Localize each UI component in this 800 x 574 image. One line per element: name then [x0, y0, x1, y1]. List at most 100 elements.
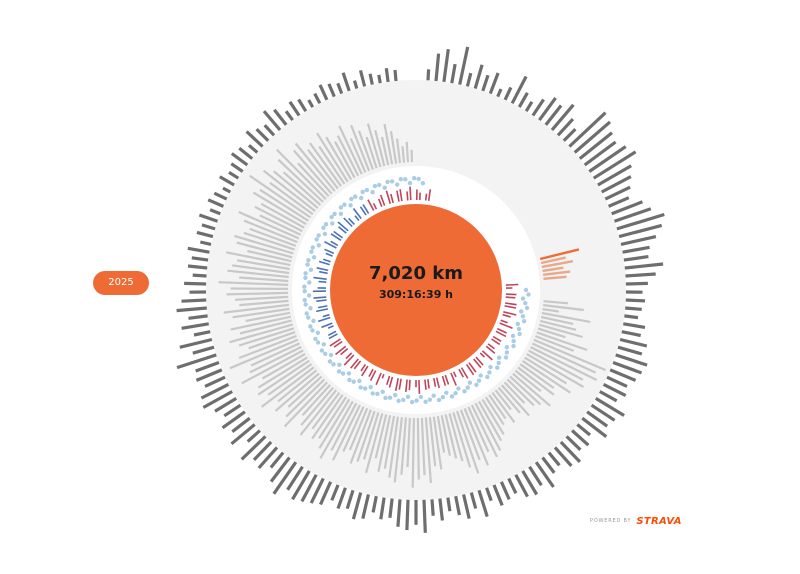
inner-bar [365, 413, 384, 474]
speed-dot [495, 365, 500, 370]
speed-dot [337, 362, 342, 367]
outer-bar [458, 46, 470, 85]
inner-bar [238, 210, 300, 240]
speed-dot [521, 319, 527, 324]
heart-rate-bar [313, 276, 327, 280]
outer-bar [358, 70, 367, 87]
outer-bar [247, 144, 259, 154]
year-selector-button[interactable]: 2025 [93, 271, 149, 295]
outer-bar [618, 223, 663, 239]
speed-dot [353, 194, 358, 199]
outer-bar [565, 435, 582, 451]
outer-bar [446, 497, 452, 512]
inner-bar [334, 141, 356, 179]
heart-rate-bar [352, 208, 362, 220]
outer-bar [521, 470, 539, 496]
inner-bar [274, 372, 320, 412]
speed-dot [504, 350, 510, 355]
heart-rate-bar [319, 270, 328, 275]
heart-rate-bar [317, 305, 328, 309]
outer-bar [291, 470, 311, 501]
inner-bar [432, 416, 443, 470]
outer-bar [384, 67, 390, 83]
speed-dot [497, 355, 502, 360]
inner-bar [377, 415, 392, 472]
heart-rate-bar [381, 373, 385, 379]
inner-bar [388, 416, 399, 478]
heart-rate-bar [479, 352, 486, 358]
outer-bar [623, 322, 646, 329]
heart-rate-bar [350, 358, 359, 369]
inner-bar [257, 356, 308, 389]
outer-bar [510, 75, 528, 105]
speed-dot [346, 371, 352, 376]
speed-dot [310, 328, 315, 333]
inner-bar [519, 363, 555, 389]
speed-dot [338, 211, 344, 216]
outer-bar [592, 150, 637, 180]
outer-bar [230, 423, 256, 446]
outer-bar [202, 390, 233, 409]
inner-bar [331, 404, 361, 461]
outer-bar [473, 64, 484, 89]
outer-bar [377, 74, 382, 84]
speed-dot [420, 181, 426, 186]
outer-bar [625, 281, 648, 286]
heart-rate-bar [398, 378, 402, 390]
heart-rate-bar [322, 258, 331, 263]
inner-bar [366, 123, 382, 168]
heart-rate-bar [345, 352, 353, 360]
heart-rate-bar [460, 367, 469, 379]
heart-rate-bar [318, 260, 330, 266]
inner-bar [342, 406, 365, 453]
speed-dot [372, 183, 378, 189]
outer-bar [319, 481, 333, 506]
outer-bar [273, 108, 288, 126]
inner-bar [349, 138, 367, 173]
total-duration: 309:16:39 h [379, 288, 453, 301]
outer-bar [222, 186, 232, 194]
outer-bar [207, 198, 225, 208]
speed-dot [395, 182, 400, 187]
inner-bar [503, 381, 526, 404]
speed-dot [375, 391, 380, 396]
speed-dot [523, 287, 529, 293]
inner-bar [300, 386, 334, 426]
outer-bar [288, 100, 301, 117]
inner-bar [234, 234, 294, 255]
heart-rate-bar [354, 215, 360, 222]
outer-bar [469, 492, 478, 509]
center-total-disc [330, 204, 502, 376]
heart-rate-bar [386, 375, 391, 386]
speed-dot [511, 343, 516, 349]
outer-bar [300, 474, 318, 503]
speed-dot [309, 249, 314, 254]
outer-bar [594, 397, 625, 417]
speed-dot [444, 390, 449, 395]
strava-logo: STRAVA [636, 515, 682, 527]
inner-bar [241, 349, 304, 385]
speed-dot [517, 331, 522, 337]
highlight-bar [541, 260, 574, 269]
speed-dot [487, 370, 492, 375]
speed-dot [302, 284, 307, 289]
inner-bar [506, 378, 535, 407]
inner-bar [239, 299, 289, 307]
heart-rate-bar [505, 293, 517, 296]
heart-rate-bar [427, 379, 430, 389]
heart-rate-bar [330, 240, 339, 247]
outer-bar [187, 246, 210, 254]
outer-bar [442, 48, 450, 83]
heart-rate-bar [491, 338, 501, 346]
outer-bar [481, 74, 490, 92]
heart-rate-bar [487, 343, 495, 350]
inner-bar [420, 417, 426, 476]
inner-bar [249, 345, 302, 374]
inner-bar [277, 369, 318, 403]
speed-dot [336, 369, 342, 374]
inner-bar [512, 372, 551, 407]
inner-bar [272, 170, 319, 209]
outer-bar [223, 403, 242, 418]
inner-bar [401, 146, 406, 163]
outer-bar [307, 99, 315, 108]
